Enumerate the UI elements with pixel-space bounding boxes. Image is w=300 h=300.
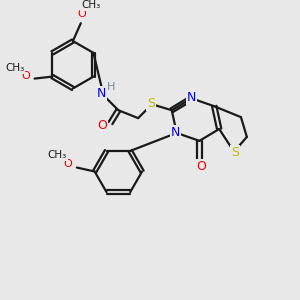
- Text: CH₃: CH₃: [5, 63, 24, 73]
- Text: S: S: [147, 97, 155, 110]
- Text: N: N: [171, 126, 180, 140]
- Text: CH₃: CH₃: [47, 150, 67, 160]
- Text: N: N: [187, 91, 196, 104]
- Text: N: N: [97, 87, 106, 100]
- Text: O: O: [21, 70, 30, 81]
- Text: S: S: [231, 146, 239, 159]
- Text: O: O: [98, 118, 107, 131]
- Text: O: O: [64, 159, 72, 169]
- Text: CH₃: CH₃: [81, 0, 100, 11]
- Text: H: H: [107, 82, 116, 92]
- Text: O: O: [77, 9, 86, 19]
- Text: O: O: [196, 160, 206, 173]
